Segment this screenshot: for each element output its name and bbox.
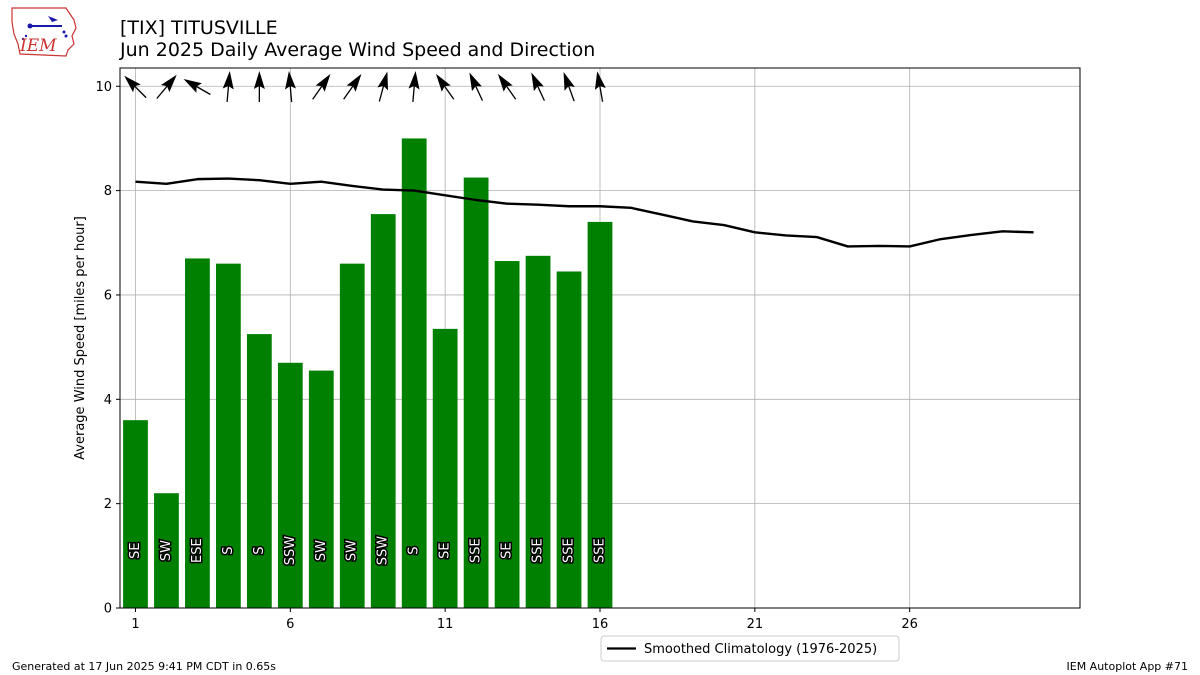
wind-arrows	[124, 71, 606, 102]
climatology-line	[135, 177, 1034, 248]
y-tick-label: 0	[104, 602, 112, 617]
arrow-head	[346, 73, 362, 92]
x-tick-label: 11	[437, 617, 454, 632]
y-axis-label: Average Wind Speed [miles per hour]	[73, 216, 88, 460]
legend: Smoothed Climatology (1976-2025)	[600, 635, 900, 662]
direction-label: SW	[345, 540, 360, 561]
bar	[587, 221, 613, 609]
arrow-head	[222, 71, 234, 90]
direction-label: SW	[314, 540, 329, 561]
x-tick-label: 21	[747, 617, 764, 632]
arrow-head	[315, 73, 331, 92]
direction-labels: SE SW ESE S S SSW SW SW SSW S SE SSE SE SSE SSE SSE	[126, 534, 609, 567]
wind-arrow	[253, 71, 265, 102]
arrow-head	[408, 71, 420, 90]
bar	[401, 138, 427, 608]
arrow-head	[285, 71, 296, 90]
bar	[216, 263, 241, 608]
y-tick-label: 4	[104, 393, 112, 408]
bar	[339, 263, 365, 608]
bar	[277, 362, 303, 608]
y-tick-label: 8	[104, 184, 112, 199]
bar	[185, 258, 210, 608]
iem-logo: IEM	[11, 7, 77, 57]
bar	[525, 255, 551, 608]
bar	[154, 493, 179, 608]
bar	[494, 261, 520, 608]
arrow-head	[497, 73, 513, 92]
wind-arrow	[531, 72, 545, 101]
bar	[556, 271, 582, 608]
legend-box	[600, 635, 900, 662]
wind-arrow	[497, 73, 517, 100]
arrow-head	[531, 72, 544, 92]
x-tick-label: 1	[131, 617, 139, 632]
direction-label: SE	[438, 542, 453, 558]
direction-label: SE	[128, 542, 143, 558]
bar	[432, 328, 458, 608]
direction-label: SSE	[531, 538, 546, 563]
arrow-head	[253, 71, 265, 89]
wind-arrow	[312, 73, 331, 100]
wind-arrow	[222, 71, 234, 102]
legend-entry-climatology: Smoothed Climatology (1976-2025)	[644, 642, 877, 657]
y-tick-label: 2	[104, 497, 112, 512]
arrow-head	[124, 75, 141, 93]
arrow-head	[435, 73, 451, 92]
wind-arrow	[377, 71, 389, 102]
bar	[123, 420, 148, 608]
arrow-head	[594, 71, 606, 90]
bar	[370, 214, 396, 608]
wind-arrow	[156, 74, 177, 99]
chart-subtitle: Jun 2025 Daily Average Wind Speed and Di…	[120, 39, 596, 61]
x-tick-label: 26	[901, 617, 918, 632]
wind-arrow	[594, 71, 606, 102]
arrow-head	[469, 72, 482, 92]
direction-label: S	[252, 546, 267, 554]
footer-generated: Generated at 17 Jun 2025 9:41 PM CDT in …	[12, 660, 277, 673]
bar-series	[123, 138, 613, 609]
arrow-head	[377, 71, 389, 91]
logo-text: IEM	[19, 36, 57, 56]
wind-arrow	[563, 71, 575, 102]
wind-arrow	[408, 71, 420, 102]
x-tick-label: 16	[592, 617, 609, 632]
direction-label: SSE	[469, 538, 484, 563]
bar	[463, 177, 489, 608]
y-tick-label: 6	[104, 288, 112, 303]
direction-label: S	[221, 546, 236, 554]
wind-arrow	[183, 79, 211, 96]
x-tick-label: 6	[286, 617, 294, 632]
wind-arrow	[435, 73, 455, 100]
chart-title: [TIX] TITUSVILLE	[120, 17, 278, 39]
arrow-head	[183, 79, 202, 93]
bar	[308, 370, 334, 608]
direction-label: SSW	[283, 536, 298, 566]
wind-arrow	[124, 75, 147, 99]
climatology-series	[135, 177, 1034, 248]
footer-app: IEM Autoplot App #71	[1066, 660, 1189, 673]
direction-label: SSE	[562, 538, 577, 563]
direction-label: SE	[500, 542, 515, 558]
direction-label: SSE	[593, 538, 608, 563]
direction-label: SSW	[376, 536, 391, 566]
direction-label: ESE	[190, 538, 205, 563]
arrow-head	[563, 71, 575, 91]
direction-label: SW	[159, 540, 174, 561]
iem-state-logo-icon	[11, 7, 77, 57]
wind-arrow	[469, 72, 484, 101]
wind-arrow	[285, 71, 296, 102]
bar	[246, 334, 272, 608]
arrow-head	[160, 74, 177, 93]
y-tick-label: 10	[95, 80, 112, 95]
wind-arrow	[343, 73, 362, 100]
direction-label: S	[407, 546, 422, 554]
